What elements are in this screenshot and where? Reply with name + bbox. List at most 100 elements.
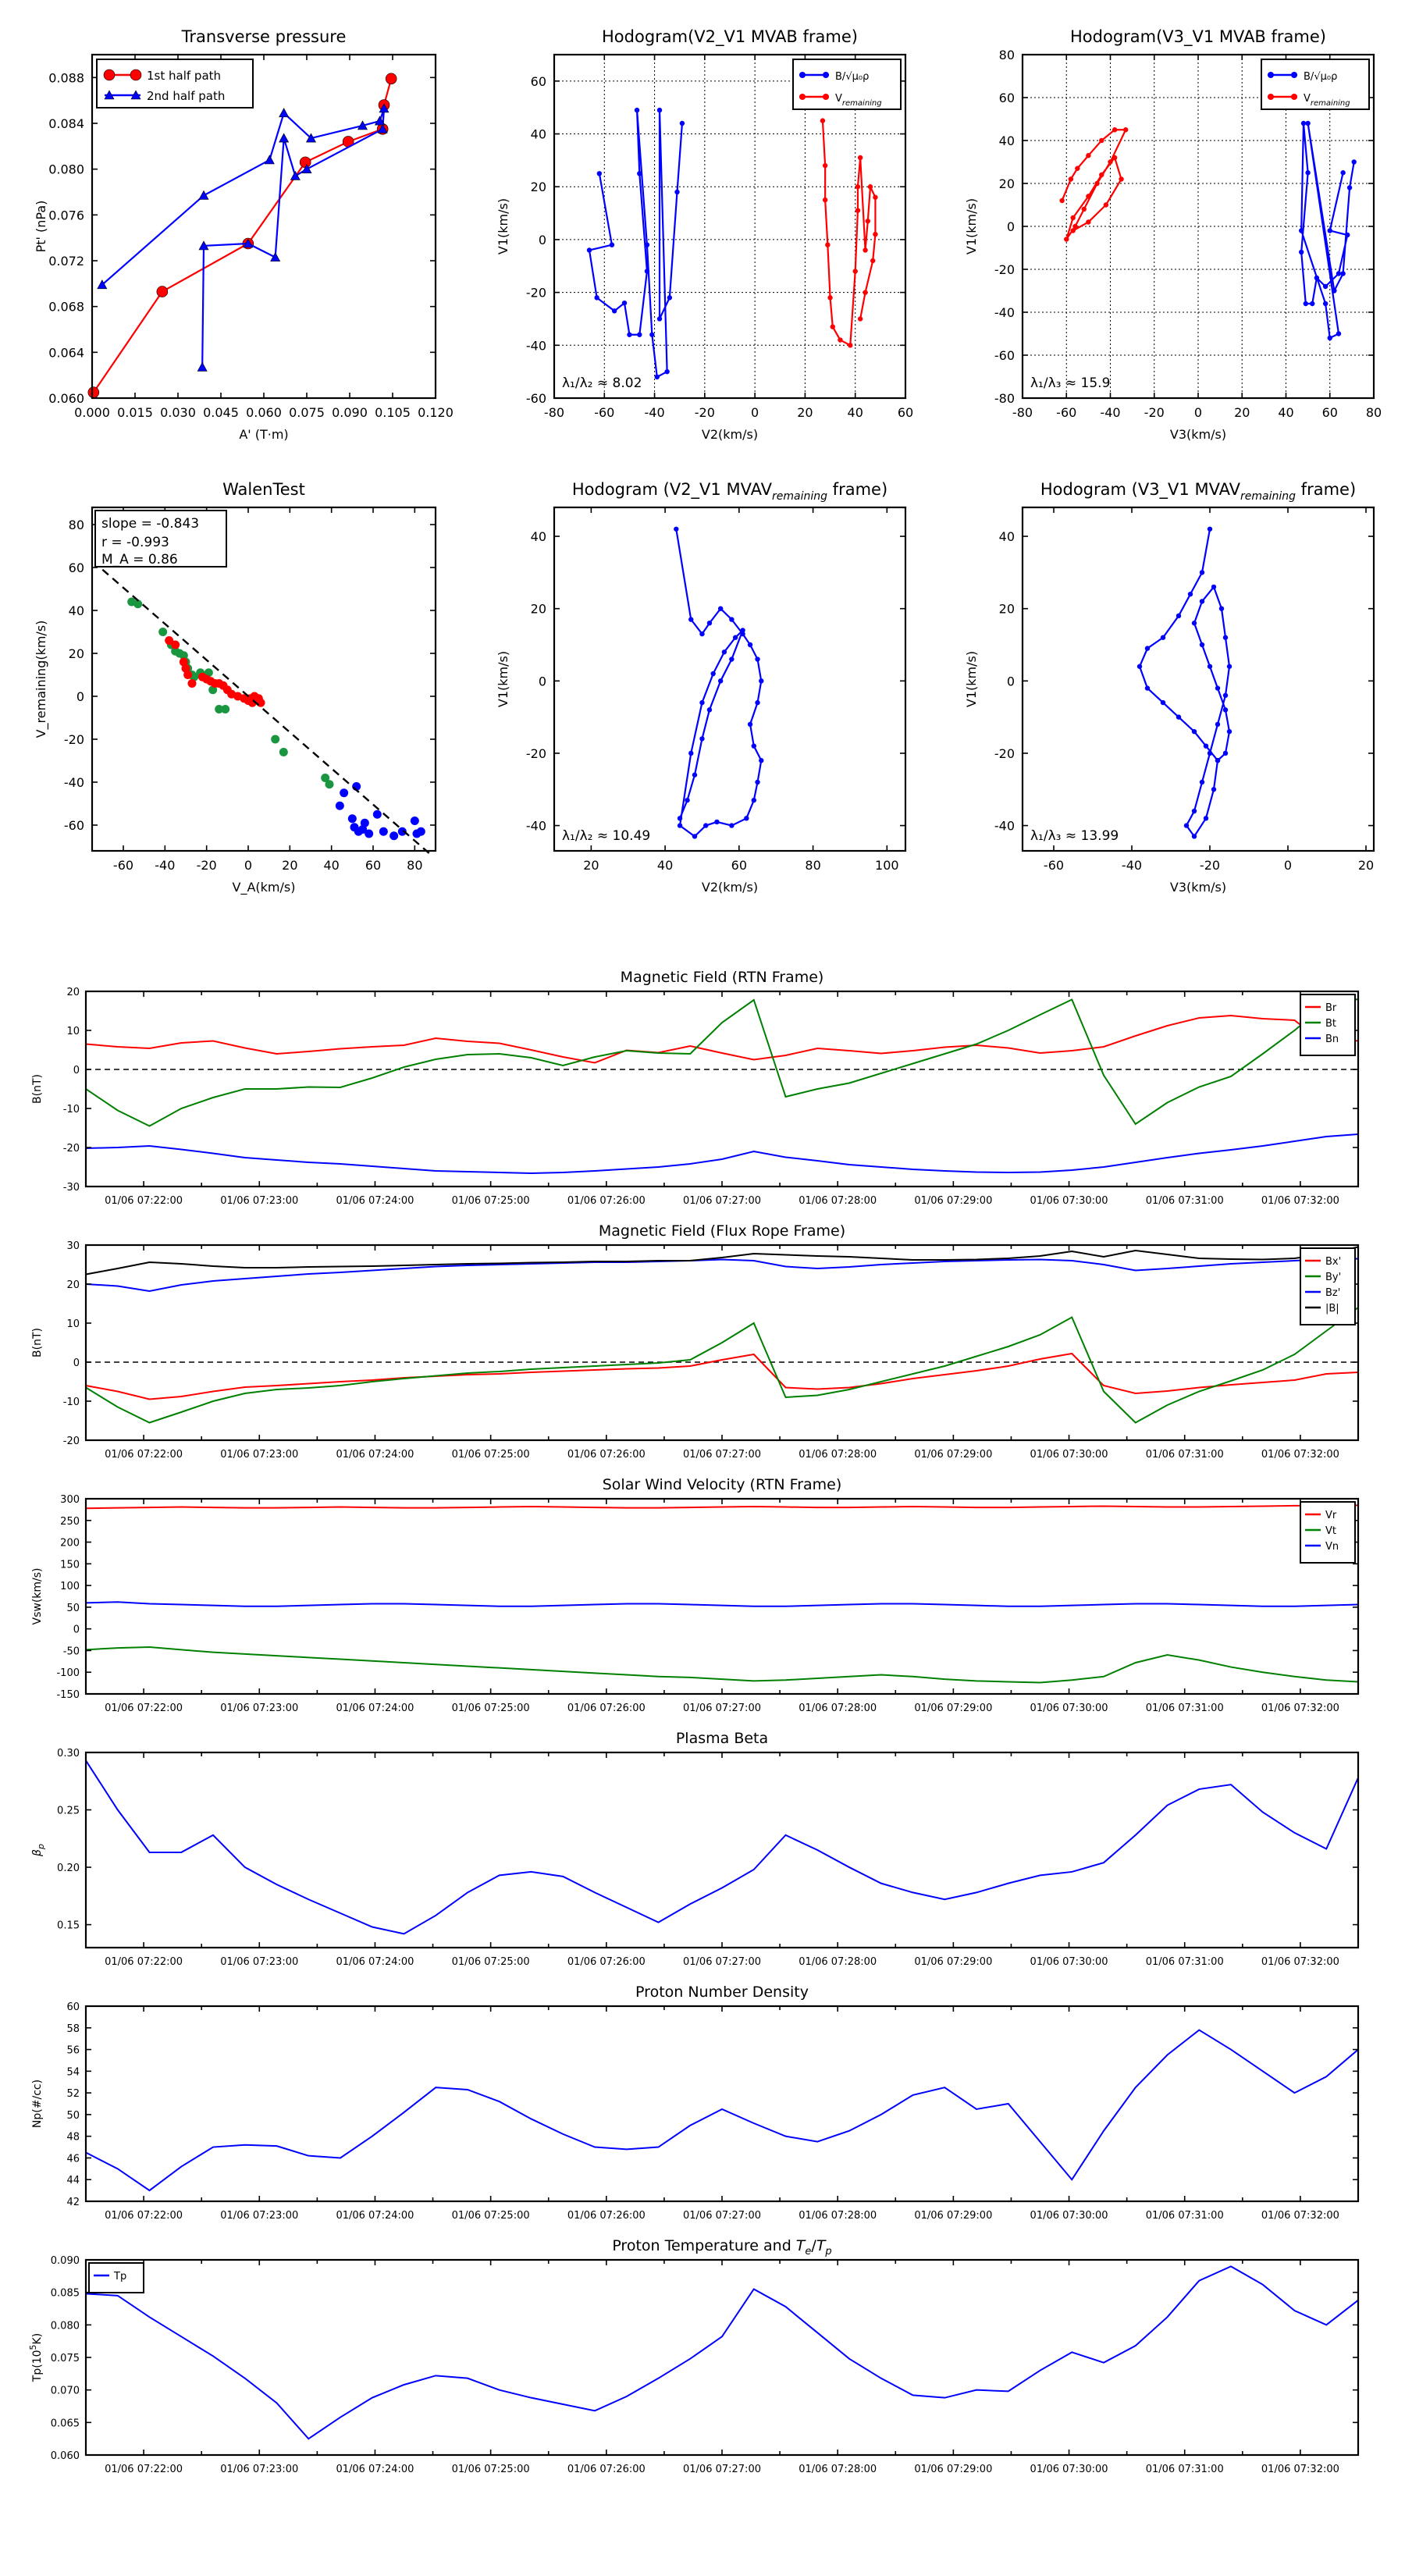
x-tick-label: 01/06 07:22:00 — [105, 1449, 183, 1461]
stat-ma: M_A = 0.86 — [101, 552, 178, 568]
legend-label: Vremaining — [835, 93, 882, 108]
hodogram-v3v1-mvav: Hodogram (V3_V1 MVAVremaining frame) -60 -… — [964, 480, 1375, 895]
legend-label: Tp — [113, 2271, 126, 2282]
x-tick-label: 01/06 07:25:00 — [452, 1956, 530, 1968]
y-tick-label: 0.060 — [48, 391, 84, 406]
x-tick-label: 01/06 07:22:00 — [105, 2210, 183, 2222]
x-tick-label: 01/06 07:32:00 — [1261, 1956, 1339, 1968]
y-tick-label: 0.15 — [57, 1920, 80, 1932]
stat-r: r = -0.993 — [101, 535, 169, 550]
x-tick-label: 01/06 07:31:00 — [1146, 1195, 1224, 1207]
y-tick-label: -10 — [63, 1104, 80, 1115]
x-tick-label: -40 — [155, 858, 175, 873]
y-tick-label: 0 — [73, 1065, 80, 1076]
x-tick-label: 01/06 07:26:00 — [567, 2464, 646, 2475]
x-tick-label: -40 — [1122, 858, 1142, 873]
x-tick-label: 0.090 — [332, 405, 368, 420]
x-axis-label: V2(km/s) — [702, 427, 758, 442]
y-tick-label: -40 — [64, 775, 84, 790]
y-tick-label: -20 — [994, 262, 1015, 277]
x-tick-label: -20 — [197, 858, 217, 873]
y-tick-label: 250 — [60, 1516, 80, 1528]
y-tick-label: 40 — [999, 133, 1015, 148]
x-tick-label: 01/06 07:23:00 — [220, 1956, 298, 1968]
series-Vt — [85, 1646, 1359, 1684]
panel-title: Hodogram (V3_V1 MVAVremaining frame) — [1040, 480, 1356, 503]
plot-frame — [84, 2258, 1360, 2457]
x-tick-label: -80 — [1012, 405, 1033, 420]
y-tick-label: 50 — [66, 1603, 80, 1614]
x-tick-label: 100 — [875, 858, 899, 873]
y-tick-label: 0.075 — [51, 2353, 80, 2364]
x-tick-label: 01/06 07:22:00 — [105, 1956, 183, 1968]
series-Bn — [85, 1133, 1359, 1175]
legend-label: Bz' — [1325, 1287, 1340, 1299]
legend-label: B/√μ₀ρ — [1304, 71, 1337, 83]
y-tick-label: 200 — [60, 1538, 80, 1550]
y-tick-label: 0.072 — [48, 254, 84, 269]
x-tick-label: 01/06 07:26:00 — [567, 1703, 646, 1714]
hodogram-v2v1-mvab: Hodogram(V2_V1 MVAB frame)-80 -60 -40 -20 0 2… — [496, 27, 913, 442]
x-tick-label: 01/06 07:32:00 — [1261, 2464, 1339, 2475]
y-tick-label: 20 — [66, 987, 80, 998]
x-tick-label: 01/06 07:25:00 — [452, 1703, 530, 1714]
x-tick-label: 01/06 07:29:00 — [914, 1703, 992, 1714]
legend-box — [96, 59, 254, 109]
x-tick-label: 01/06 07:27:00 — [683, 1956, 761, 1968]
x-axis-label: V3(km/s) — [1170, 427, 1226, 442]
x-tick-label: 01/06 07:28:00 — [799, 1703, 877, 1714]
x-tick-label: 0.030 — [160, 405, 196, 420]
y-tick-label: 0 — [73, 1357, 80, 1369]
x-tick-label: 60 — [365, 858, 381, 873]
y-tick-label: 0.085 — [51, 2288, 80, 2300]
stats-box — [94, 510, 227, 568]
y-axis-label: βp — [31, 1844, 46, 1857]
y-tick-label: 0.20 — [57, 1863, 80, 1874]
x-tick-label: 01/06 07:26:00 — [567, 1195, 646, 1207]
series-line-0 — [92, 78, 393, 393]
y-tick-label: 20 — [999, 602, 1015, 617]
x-tick-label: 01/06 07:27:00 — [683, 2210, 761, 2222]
x-tick-label: 01/06 07:27:00 — [683, 1703, 761, 1714]
y-tick-label: 0.060 — [51, 2450, 80, 2462]
legend-box — [1300, 994, 1356, 1056]
y-tick-label: 0.080 — [51, 2320, 80, 2332]
y-tick-label: 40 — [531, 529, 546, 544]
x-tick-label: 01/06 07:22:00 — [105, 1703, 183, 1714]
legend-label: Vn — [1325, 1541, 1339, 1553]
x-tick-label: 20 — [1358, 858, 1374, 873]
panel-title: WalenTest — [222, 480, 305, 499]
y-tick-label: -40 — [526, 819, 546, 834]
legend-label: B/√μ₀ρ — [835, 71, 869, 83]
x-tick-label: 01/06 07:27:00 — [683, 1195, 761, 1207]
x-tick-label: 0.075 — [289, 405, 325, 420]
x-tick-label: 01/06 07:22:00 — [105, 1195, 183, 1207]
y-tick-label: 10 — [66, 1026, 80, 1037]
legend-label: Vt — [1325, 1525, 1336, 1537]
x-tick-label: 01/06 07:28:00 — [799, 1195, 877, 1207]
legend-box — [1261, 59, 1370, 110]
x-tick-label: 20 — [583, 858, 599, 873]
x-tick-label: 40 — [657, 858, 673, 873]
y-tick-label: -20 — [63, 1143, 80, 1155]
y-axis-label: Np(#/cc) — [31, 2080, 44, 2128]
y-tick-label: 0 — [1007, 219, 1015, 234]
y-tick-label: -40 — [526, 338, 546, 353]
x-tick-label: 01/06 07:23:00 — [220, 2464, 298, 2475]
series-Tp — [85, 2265, 1359, 2440]
x-tick-label: 01/06 07:31:00 — [1146, 1449, 1224, 1461]
x-tick-label: 0.120 — [418, 405, 454, 420]
y-axis-label: Tp(105K) — [28, 2333, 44, 2382]
legend-label: Vr — [1325, 1510, 1337, 1521]
plot-frame — [84, 2005, 1360, 2203]
panel-title: Magnetic Field (Flux Rope Frame) — [599, 1222, 845, 1240]
legend-label: 1st half path — [147, 69, 221, 83]
x-tick-label: 60 — [898, 405, 913, 420]
x-tick-label: 01/06 07:26:00 — [567, 1449, 646, 1461]
x-tick-label: 01/06 07:30:00 — [1030, 2464, 1108, 2475]
x-tick-label: 0.015 — [117, 405, 153, 420]
x-tick-label: 01/06 07:32:00 — [1261, 1703, 1339, 1714]
y-tick-label: -100 — [56, 1667, 80, 1679]
panel-title: Magnetic Field (RTN Frame) — [621, 969, 824, 986]
